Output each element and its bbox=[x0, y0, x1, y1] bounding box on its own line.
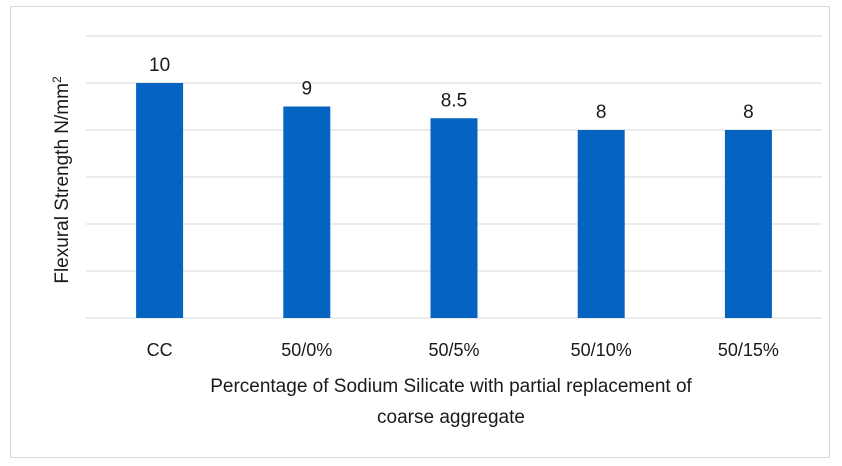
bar-0 bbox=[136, 83, 184, 318]
x-tick-label-2: 50/5% bbox=[428, 340, 479, 360]
svg-text:Flexural Strength N/mm2: Flexural Strength N/mm2 bbox=[50, 76, 73, 284]
data-label-2: 8.5 bbox=[441, 90, 467, 111]
x-tick-label-3: 50/10% bbox=[571, 340, 632, 360]
bar-4 bbox=[724, 130, 772, 318]
x-tick-label-1: 50/0% bbox=[281, 340, 332, 360]
bars bbox=[136, 83, 772, 318]
x-axis-title-line1: Percentage of Sodium Silicate with parti… bbox=[210, 376, 692, 397]
x-axis-title-line2: coarse aggregate bbox=[377, 407, 525, 428]
data-label-4: 8 bbox=[743, 102, 754, 123]
data-labels: 10 9 8.5 8 8 bbox=[149, 55, 754, 123]
x-tick-labels: CC 50/0% 50/5% 50/10% 50/15% bbox=[147, 340, 779, 360]
y-axis-title-superscript: 2 bbox=[50, 76, 64, 83]
bar-1 bbox=[283, 106, 331, 318]
data-label-1: 9 bbox=[302, 79, 313, 100]
bar-3 bbox=[577, 130, 625, 318]
x-tick-label-0: CC bbox=[147, 340, 173, 360]
y-axis-title-main: Flexural Strength N/mm bbox=[52, 83, 73, 284]
y-axis-title: Flexural Strength N/mm2 bbox=[50, 76, 73, 284]
bar-2 bbox=[430, 118, 478, 318]
data-label-0: 10 bbox=[149, 55, 170, 76]
data-label-3: 8 bbox=[596, 102, 607, 123]
x-tick-label-4: 50/15% bbox=[718, 340, 779, 360]
